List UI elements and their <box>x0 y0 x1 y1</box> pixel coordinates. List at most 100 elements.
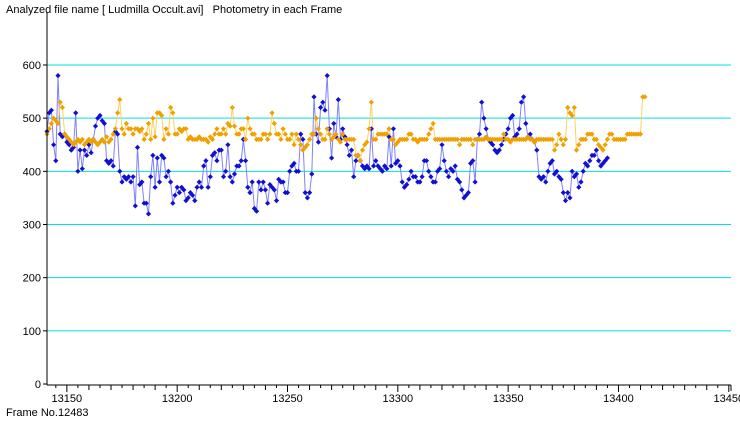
data-point-blue <box>397 163 403 169</box>
data-point-orange <box>384 131 390 137</box>
data-point-orange <box>318 131 324 137</box>
data-point-blue <box>373 158 379 164</box>
data-point-blue <box>549 158 555 164</box>
data-point-blue <box>514 131 520 137</box>
data-point-blue <box>329 155 335 161</box>
data-point-blue <box>156 179 163 185</box>
data-point-blue <box>302 190 308 196</box>
data-point-blue <box>510 112 516 119</box>
data-point-blue <box>243 158 249 164</box>
data-point-blue <box>51 142 57 148</box>
y-tick-label-200: 200 <box>23 273 41 285</box>
data-point-blue <box>254 208 260 214</box>
data-point-orange <box>97 139 103 145</box>
data-point-orange <box>355 152 361 158</box>
data-point-blue <box>454 176 460 182</box>
data-point-blue <box>218 147 224 153</box>
data-point-blue <box>269 184 275 190</box>
data-point-blue <box>379 168 385 174</box>
data-point-blue <box>225 142 231 148</box>
data-point-orange <box>121 131 127 137</box>
data-point-blue <box>527 131 533 137</box>
data-point-orange <box>110 131 116 137</box>
data-point-blue <box>247 190 253 196</box>
data-point-orange <box>291 142 297 148</box>
data-point-orange <box>582 136 588 142</box>
data-point-blue <box>256 179 262 185</box>
data-point-blue <box>371 163 377 169</box>
data-point-orange <box>565 104 571 111</box>
data-point-blue <box>130 174 136 180</box>
data-point-orange <box>359 147 366 153</box>
y-tick-label-400: 400 <box>23 166 41 178</box>
data-point-blue <box>417 179 423 185</box>
data-point-orange <box>335 136 341 142</box>
data-point-orange <box>562 136 569 142</box>
data-point-blue <box>161 155 167 161</box>
data-point-orange <box>408 131 414 137</box>
data-point-blue <box>432 179 438 185</box>
chart-title: Analyzed file name [ Ludmilla Occult.avi… <box>6 4 343 16</box>
data-point-orange <box>183 126 189 132</box>
data-point-blue <box>108 158 114 164</box>
data-point-orange <box>289 131 295 137</box>
data-point-blue <box>148 174 154 180</box>
data-point-orange <box>220 126 227 132</box>
data-point-blue <box>578 179 584 185</box>
data-point-orange <box>115 110 121 116</box>
data-point-orange <box>267 131 273 137</box>
data-point-orange <box>337 139 344 145</box>
data-point-blue <box>309 171 315 177</box>
data-point-blue <box>593 147 599 153</box>
data-point-blue <box>382 163 388 169</box>
data-point-orange <box>333 131 339 137</box>
data-point-orange <box>227 123 233 129</box>
data-point-orange <box>307 136 313 142</box>
data-point-blue <box>203 158 209 164</box>
data-point-orange <box>589 131 595 137</box>
data-point-blue <box>437 166 443 172</box>
x-tick-label-13300: 13300 <box>383 393 414 405</box>
data-point-blue <box>443 168 449 174</box>
data-point-blue <box>490 142 496 148</box>
data-point-orange <box>373 136 379 142</box>
data-point-blue <box>320 99 326 105</box>
data-point-blue <box>132 203 138 209</box>
data-point-blue <box>324 73 330 79</box>
data-point-orange <box>351 136 357 142</box>
data-point-blue <box>465 190 471 196</box>
data-point-blue <box>423 158 430 164</box>
data-point-orange <box>556 131 562 137</box>
data-point-blue <box>412 174 419 180</box>
data-point-orange <box>117 97 123 103</box>
data-point-orange <box>145 120 152 127</box>
data-point-blue <box>163 174 169 180</box>
data-point-orange <box>602 142 608 148</box>
data-point-blue <box>401 184 407 190</box>
x-tick-label-13400: 13400 <box>603 393 634 405</box>
data-point-blue <box>223 168 229 174</box>
data-point-orange <box>287 136 293 142</box>
y-tick-label-100: 100 <box>23 326 41 338</box>
data-point-orange <box>569 112 575 119</box>
data-point-blue <box>604 155 610 161</box>
data-point-blue <box>77 147 83 153</box>
data-point-blue <box>311 94 317 100</box>
data-point-orange <box>225 120 231 127</box>
data-point-blue <box>260 179 266 185</box>
data-point-orange <box>161 136 167 142</box>
data-point-orange <box>269 110 275 116</box>
data-point-blue <box>448 166 454 172</box>
data-point-blue <box>55 73 61 79</box>
data-point-blue <box>238 158 244 164</box>
data-point-orange <box>468 136 474 142</box>
data-point-blue <box>75 168 81 174</box>
data-point-orange <box>404 136 410 142</box>
data-point-orange <box>593 136 599 142</box>
data-point-blue <box>126 174 132 180</box>
data-point-orange <box>423 136 430 142</box>
data-point-orange <box>59 104 65 111</box>
data-point-blue <box>304 195 310 201</box>
data-point-orange <box>393 142 399 148</box>
data-point-blue <box>395 158 401 164</box>
